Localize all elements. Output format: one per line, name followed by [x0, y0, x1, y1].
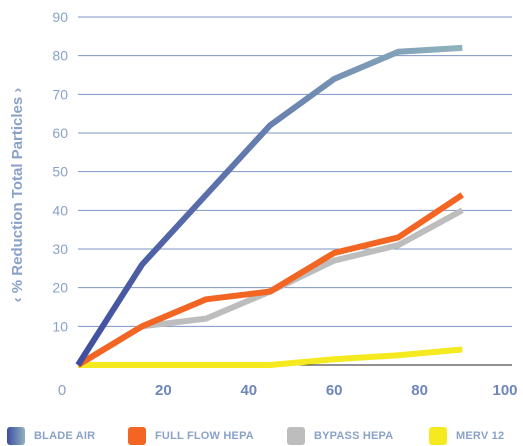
x-tick-label: 20 — [155, 382, 172, 399]
y-tick-label: 80 — [52, 48, 68, 64]
legend-swatch-blade-air — [7, 427, 25, 445]
x-tick-label: 40 — [240, 382, 257, 399]
x-tick-labels: 0 20 40 60 80 100 — [58, 382, 518, 399]
series-line-full-flow-hepa — [76, 192, 464, 368]
y-tick-label: 20 — [52, 280, 68, 296]
legend-item-bypass-hepa: BYPASS HEPA — [287, 426, 393, 446]
legend-label-bypass-hepa: BYPASS HEPA — [314, 430, 394, 442]
y-tick-label: 30 — [52, 241, 68, 257]
x-tick-label: 60 — [326, 382, 343, 399]
legend-label-blade-air: BLADE AIR — [34, 430, 96, 442]
y-tick-label: 40 — [52, 202, 68, 218]
legend-item-blade-air: BLADE AIR — [7, 426, 95, 446]
legend-item-merv-12: MERV 12 — [429, 426, 504, 446]
series-line-merv-12 — [78, 346, 463, 368]
x-tick-label: 80 — [411, 382, 428, 399]
legend-swatch-full-flow-hepa — [128, 427, 146, 445]
y-tick-label: 70 — [52, 86, 68, 102]
legend-item-full-flow-hepa: FULL FLOW HEPA — [128, 426, 254, 446]
y-tick-labels: 10 20 30 40 50 60 70 80 90 — [52, 9, 68, 334]
legend: BLADE AIR FULL FLOW HEPA BYPASS HEPA MER… — [0, 424, 523, 446]
legend-swatch-bypass-hepa — [287, 427, 305, 445]
legend-label-merv-12: MERV 12 — [456, 430, 505, 442]
legend-label-full-flow-hepa: FULL FLOW HEPA — [155, 430, 254, 442]
series-lines — [75, 44, 464, 368]
y-tick-label: 50 — [52, 164, 68, 180]
series-line-blade-air — [75, 44, 463, 367]
y-tick-label: 60 — [52, 125, 68, 141]
y-axis-label: ‹ % Reduction Total Particles › — [9, 88, 26, 303]
y-tick-label: 90 — [52, 9, 68, 25]
x-tick-label: 100 — [492, 382, 517, 399]
line-chart: 10 20 30 40 50 60 70 80 90 0 20 40 60 80 100 ‹ % Redu… — [9, 9, 518, 399]
y-tick-label: 10 — [52, 318, 68, 334]
legend-swatch-merv-12 — [429, 427, 447, 445]
grid-lines — [78, 16, 512, 327]
x-tick-label: 0 — [58, 382, 66, 399]
